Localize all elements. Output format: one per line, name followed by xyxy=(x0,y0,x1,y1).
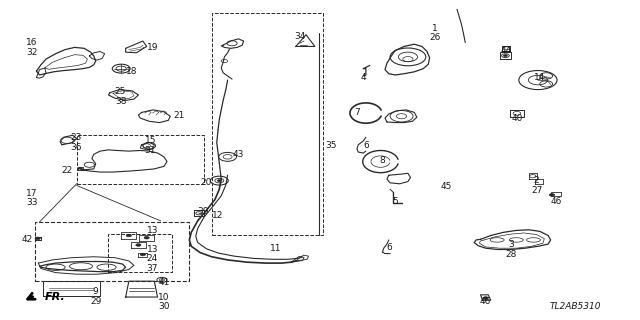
Circle shape xyxy=(79,167,83,169)
Text: 39: 39 xyxy=(198,207,209,216)
Text: 21: 21 xyxy=(173,111,185,120)
Text: 45: 45 xyxy=(440,181,452,190)
Circle shape xyxy=(35,237,40,240)
Text: 25
38: 25 38 xyxy=(115,87,126,106)
Text: 2
27: 2 27 xyxy=(531,176,542,195)
Text: 8: 8 xyxy=(380,156,385,164)
Text: 9
29: 9 29 xyxy=(90,287,101,306)
Text: 43: 43 xyxy=(233,150,244,159)
Circle shape xyxy=(504,55,508,57)
Text: 40: 40 xyxy=(512,114,524,123)
Text: 14: 14 xyxy=(534,73,545,82)
Text: 34: 34 xyxy=(294,32,305,41)
Text: 17
33: 17 33 xyxy=(26,189,38,207)
Text: 6: 6 xyxy=(363,141,369,150)
Text: 18: 18 xyxy=(125,67,137,76)
Text: 23
36: 23 36 xyxy=(70,133,82,152)
Circle shape xyxy=(549,194,554,196)
Text: 13
24
37: 13 24 37 xyxy=(147,245,158,273)
Circle shape xyxy=(483,297,488,299)
Text: 42: 42 xyxy=(22,235,33,244)
Text: FR.: FR. xyxy=(45,292,65,302)
Text: 3
28: 3 28 xyxy=(506,240,517,259)
Text: 19: 19 xyxy=(147,43,158,52)
Text: 10
30: 10 30 xyxy=(158,293,170,311)
Text: 16
32: 16 32 xyxy=(26,38,38,57)
Text: 1
26: 1 26 xyxy=(429,24,440,43)
Text: 12: 12 xyxy=(212,211,223,220)
Text: 46: 46 xyxy=(480,297,492,306)
Circle shape xyxy=(144,236,149,239)
Circle shape xyxy=(126,234,131,237)
Circle shape xyxy=(140,253,145,256)
Text: 11: 11 xyxy=(269,244,281,253)
Text: TL2AB5310: TL2AB5310 xyxy=(549,302,600,311)
Circle shape xyxy=(218,180,221,181)
Text: 4: 4 xyxy=(360,73,366,82)
Text: 22: 22 xyxy=(61,166,73,175)
Text: 13: 13 xyxy=(147,226,158,235)
Text: 5: 5 xyxy=(392,197,398,206)
Text: 7: 7 xyxy=(354,108,360,117)
Text: 15
31: 15 31 xyxy=(145,136,156,155)
Text: 6: 6 xyxy=(386,243,392,252)
Text: 35: 35 xyxy=(325,141,337,150)
Text: 41: 41 xyxy=(158,278,170,287)
Circle shape xyxy=(136,244,141,246)
Text: 20: 20 xyxy=(200,178,212,187)
Text: 44: 44 xyxy=(500,46,512,55)
Text: 46: 46 xyxy=(550,197,561,206)
